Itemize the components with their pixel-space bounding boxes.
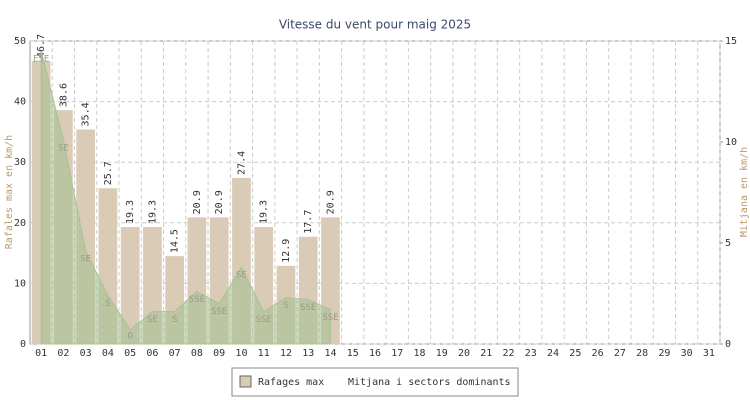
value-label: 19.3 [147, 200, 158, 224]
x-tick-label: 19 [436, 348, 448, 359]
direction-label: O [127, 332, 132, 342]
y2-axis-label: Mitjana en km/h [739, 147, 750, 237]
value-label: 20.9 [325, 190, 336, 214]
direction-label: ESE [33, 55, 49, 65]
y-tick-label: 20 [14, 218, 26, 229]
x-tick-label: 24 [547, 348, 559, 359]
x-tick-label: 13 [302, 348, 314, 359]
value-label: 17.7 [303, 210, 314, 234]
x-tick-label: 04 [102, 348, 114, 359]
direction-label: S [105, 299, 110, 309]
y-tick-label: 50 [14, 36, 26, 47]
x-tick-label: 29 [658, 348, 670, 359]
x-tick-label: 10 [235, 348, 247, 359]
x-tick-label: 08 [191, 348, 203, 359]
bar [120, 227, 140, 344]
x-tick-label: 23 [525, 348, 537, 359]
direction-label: SSE [256, 315, 272, 325]
legend-label: Rafages max [258, 377, 324, 388]
x-tick-label: 31 [703, 348, 715, 359]
y2-tick-label: 15 [725, 36, 737, 47]
chart-title: Vitesse du vent pour maig 2025 [279, 18, 471, 32]
direction-label: S [172, 315, 177, 325]
x-tick-label: 07 [169, 348, 181, 359]
y2-tick-label: 10 [725, 137, 737, 148]
legend-swatch [239, 375, 252, 388]
value-label: 12.9 [281, 239, 292, 263]
x-tick-label: 11 [258, 348, 270, 359]
x-tick-label: 12 [280, 348, 292, 359]
y2-tick-label: 0 [725, 339, 731, 350]
value-label: 38.6 [58, 83, 69, 107]
x-tick-label: 27 [614, 348, 626, 359]
direction-label: SSE [189, 295, 205, 305]
x-tick-label: 16 [369, 348, 381, 359]
value-label: 46.7 [36, 34, 47, 58]
x-tick-label: 18 [413, 348, 425, 359]
y-tick-label: 40 [14, 97, 26, 108]
x-tick-label: 06 [146, 348, 158, 359]
x-tick-label: 09 [213, 348, 225, 359]
x-tick-label: 14 [324, 348, 336, 359]
value-label: 20.9 [192, 190, 203, 214]
y-tick-label: 10 [14, 278, 26, 289]
legend-label: Mitjana i sectors dominants [348, 377, 511, 388]
direction-label: SSE [211, 307, 227, 317]
direction-label: SE [236, 271, 247, 281]
value-label: 14.5 [170, 229, 181, 253]
x-tick-label: 03 [80, 348, 92, 359]
x-tick-label: 20 [458, 348, 470, 359]
x-tick-label: 25 [569, 348, 581, 359]
x-tick-label: 02 [57, 348, 69, 359]
x-tick-label: 15 [347, 348, 359, 359]
value-label: 27.4 [236, 151, 247, 175]
x-tick-label: 30 [681, 348, 693, 359]
direction-label: SE [58, 143, 69, 153]
direction-label: SE [80, 255, 91, 265]
value-label: 19.3 [259, 200, 270, 224]
direction-label: SSE [300, 303, 316, 313]
x-tick-label: 01 [35, 348, 47, 359]
value-label: 20.9 [214, 190, 225, 214]
value-label: 25.7 [103, 161, 114, 185]
x-tick-label: 22 [503, 348, 515, 359]
legend-box [231, 367, 519, 397]
area [40, 50, 331, 345]
y-tick-label: 0 [20, 339, 26, 350]
x-tick-label: 17 [391, 348, 403, 359]
direction-label: SE [147, 315, 158, 325]
value-label: 35.4 [81, 102, 92, 126]
y2-tick-label: 5 [725, 238, 731, 249]
x-tick-label: 26 [592, 348, 604, 359]
y-axis-label: Rafales max en km/h [4, 135, 15, 249]
x-tick-label: 05 [124, 348, 136, 359]
value-label: 19.3 [125, 200, 136, 224]
direction-label: SSE [322, 313, 338, 323]
x-tick-label: 21 [480, 348, 492, 359]
x-tick-label: 28 [636, 348, 648, 359]
direction-label: S [283, 301, 288, 311]
y-tick-label: 30 [14, 157, 26, 168]
